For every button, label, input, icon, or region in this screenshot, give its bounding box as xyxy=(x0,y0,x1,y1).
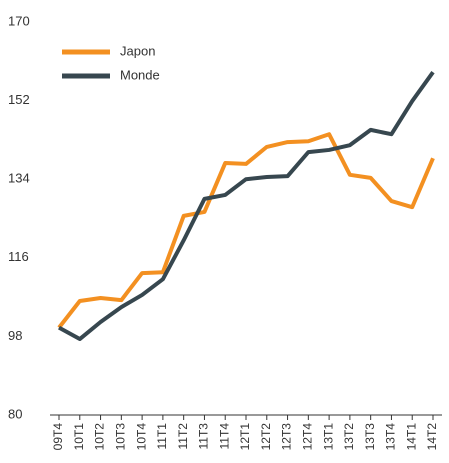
x-tick-label: 11T4 xyxy=(217,423,231,450)
series-line xyxy=(57,132,435,329)
x-tick-label: 11T2 xyxy=(176,423,190,450)
y-tick-label: 170 xyxy=(8,13,30,28)
y-tick-label: 98 xyxy=(8,328,22,343)
x-tick-label: 09T4 xyxy=(51,423,65,451)
x-tick-label: 14T2 xyxy=(425,423,439,451)
x-tick-label: 12T1 xyxy=(238,423,252,451)
x-tick-label: 10T2 xyxy=(93,423,107,451)
x-tick-label: 12T4 xyxy=(301,423,315,451)
x-tick-label: 12T3 xyxy=(280,423,294,451)
legend-label: Japon xyxy=(120,43,155,58)
series-line xyxy=(58,71,435,342)
y-tick-label: 116 xyxy=(8,249,29,264)
x-tick-label: 11T1 xyxy=(155,423,169,450)
x-tick-label: 13T3 xyxy=(363,423,377,451)
y-tick-label: 80 xyxy=(8,406,22,421)
x-tick-label: 13T2 xyxy=(342,423,356,451)
y-tick-label: 152 xyxy=(8,92,30,107)
x-tick-label: 11T3 xyxy=(197,423,211,450)
y-tick-label: 134 xyxy=(8,171,30,186)
x-tick-label: 14T1 xyxy=(404,423,418,451)
x-tick-label: 10T4 xyxy=(134,423,148,451)
x-tick-label: 12T2 xyxy=(259,423,273,451)
x-tick-label: 10T3 xyxy=(114,423,128,451)
x-tick-label: 13T1 xyxy=(321,423,335,451)
x-tick-label: 10T1 xyxy=(72,423,86,451)
legend-label: Monde xyxy=(120,67,160,82)
x-tick-label: 13T4 xyxy=(384,423,398,451)
